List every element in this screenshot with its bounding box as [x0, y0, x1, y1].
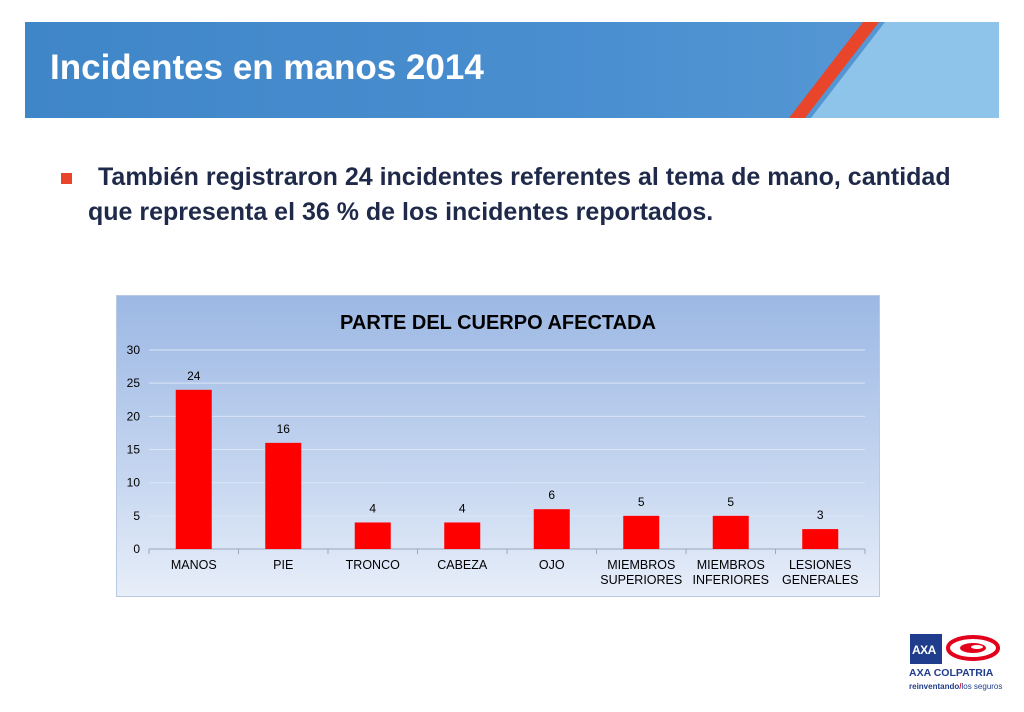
header-banner: Incidentes en manos 2014 [25, 22, 999, 118]
bullet-square-icon [61, 173, 72, 184]
colpatria-swirl-icon [946, 635, 1000, 661]
y-tick-label: 15 [127, 443, 141, 457]
data-label: 3 [817, 508, 824, 522]
data-label: 24 [187, 369, 201, 383]
brand-slogan: reinventando/los seguros [909, 682, 1003, 691]
axa-colpatria-logo: AXA AXA COLPATRIA reinventando/los segur… [909, 632, 1005, 694]
data-label: 5 [638, 495, 645, 509]
chart-title: PARTE DEL CUERPO AFECTADA [340, 312, 656, 334]
bar [444, 522, 481, 549]
bar [354, 522, 391, 549]
y-tick-label: 30 [127, 343, 141, 357]
x-tick-label: MIEMBROS SUPERIORES [600, 558, 682, 587]
y-tick-label: 5 [133, 509, 140, 523]
page-title: Incidentes en manos 2014 [50, 48, 484, 87]
y-tick-label: 0 [133, 542, 140, 556]
data-label: 4 [369, 501, 376, 515]
x-tick-label: CABEZA [437, 558, 488, 572]
data-label: 5 [727, 495, 734, 509]
bar [175, 389, 212, 549]
x-tick-label: OJO [539, 558, 565, 572]
y-tick-label: 20 [127, 409, 141, 423]
x-tick-label: MANOS [171, 558, 217, 572]
data-label: 6 [548, 488, 555, 502]
y-tick-label: 25 [127, 376, 141, 390]
bar [802, 529, 839, 549]
bar [623, 515, 660, 549]
x-tick-label: MIEMBROS INFERIORES [693, 558, 769, 587]
brand-name: AXA COLPATRIA [909, 667, 994, 679]
bar [265, 442, 302, 549]
data-label: 4 [459, 501, 466, 515]
bar-chart: PARTE DEL CUERPO AFECTADA 0 5 10 15 20 25 30 24 M… [116, 295, 880, 597]
data-label: 16 [277, 422, 291, 436]
chart-canvas: PARTE DEL CUERPO AFECTADA 0 5 10 15 20 25 30 24 M… [127, 312, 866, 587]
axa-logo-mark: AXA [910, 634, 942, 664]
y-tick-label: 10 [127, 476, 141, 490]
bar [533, 509, 570, 549]
bar [712, 515, 749, 549]
x-tick-label: LESIONES GENERALES [782, 558, 858, 587]
x-tick-label: PIE [273, 558, 293, 572]
bullet-text: También registraron 24 incidentes refere… [88, 163, 951, 226]
x-tick-label: TRONCO [346, 558, 400, 572]
